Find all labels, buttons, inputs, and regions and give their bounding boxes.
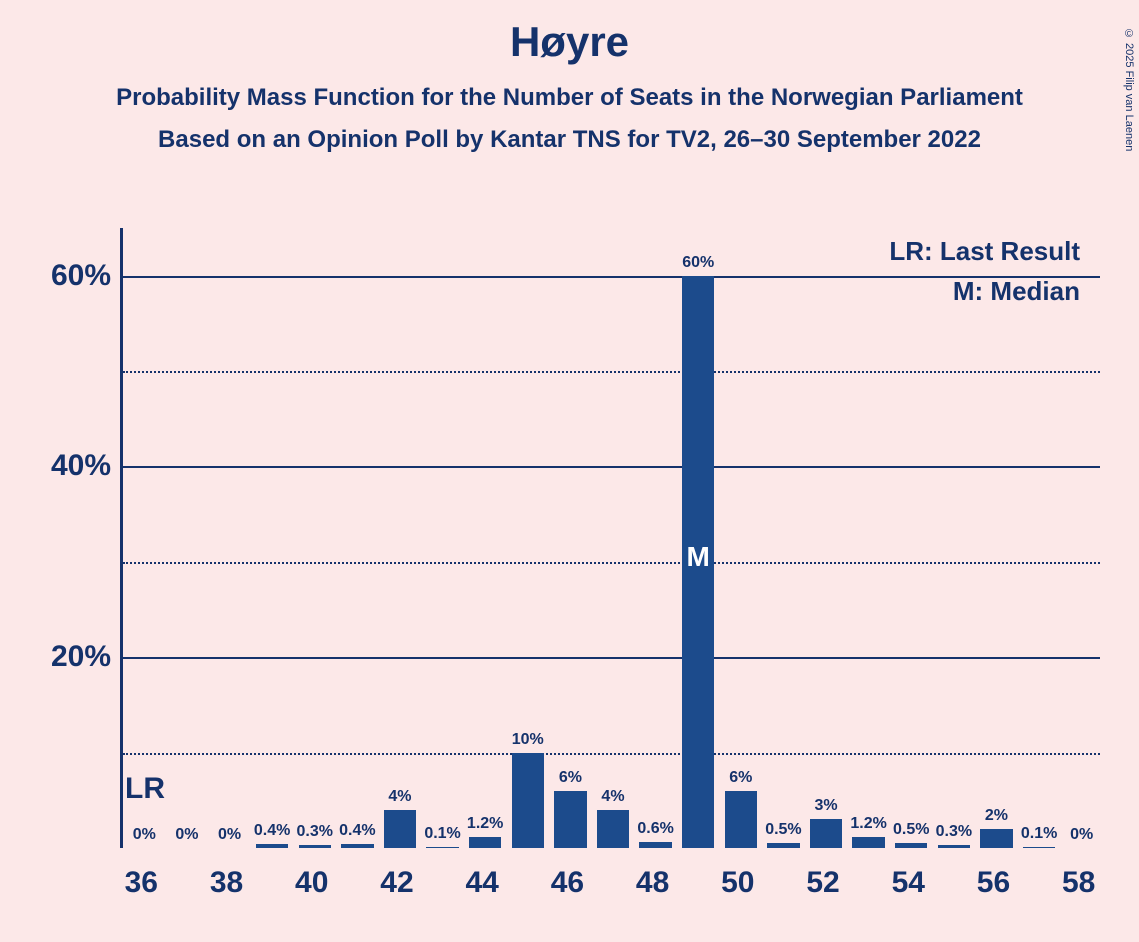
bar-slot: 4% <box>592 228 635 848</box>
bar <box>512 753 544 848</box>
bar-slot: 0% <box>1060 228 1103 848</box>
bar-value-label: 6% <box>559 769 582 787</box>
bar-value-label: 0% <box>133 826 156 844</box>
x-axis-tick: 48 <box>636 866 669 900</box>
bar-value-label: 0% <box>1070 826 1093 844</box>
bars-container: 0%0%0%0.4%0.3%0.4%4%0.1%1.2%10%6%4%0.6%6… <box>123 228 1100 848</box>
bar-value-label: 60% <box>682 254 714 272</box>
bar <box>810 819 842 848</box>
bar-value-label: 0.4% <box>339 822 375 840</box>
bar-slot: 0.1% <box>421 228 464 848</box>
bar-slot: 0% <box>123 228 166 848</box>
y-axis-label: 40% <box>51 449 111 483</box>
bar-value-label: 1.2% <box>850 815 886 833</box>
bar-value-label: 0% <box>175 826 198 844</box>
x-axis-tick: 42 <box>380 866 413 900</box>
bar <box>554 791 586 848</box>
bar-slot: 0% <box>166 228 209 848</box>
bar-slot: 6% <box>720 228 763 848</box>
bar-slot: 4% <box>379 228 422 848</box>
x-axis-tick: 50 <box>721 866 754 900</box>
bar-slot: 60% M <box>677 228 720 848</box>
bar-value-label: 0.6% <box>637 820 673 838</box>
median-marker: M <box>687 541 710 573</box>
x-axis-tick: 38 <box>210 866 243 900</box>
chart-title: Høyre <box>0 18 1139 66</box>
chart-subtitle-1: Probability Mass Function for the Number… <box>0 84 1139 112</box>
bar-slot: 0.6% <box>634 228 677 848</box>
bar-value-label: 0.5% <box>765 821 801 839</box>
plot-area: LR: Last Result M: Median 20%40%60% 0%0%… <box>120 228 1100 848</box>
bar-slot: 2% <box>975 228 1018 848</box>
y-axis-label: 60% <box>51 259 111 293</box>
x-axis-tick: 54 <box>892 866 925 900</box>
bar <box>725 791 757 848</box>
bar-value-label: 4% <box>601 788 624 806</box>
copyright-text: © 2025 Filip van Laenen <box>1123 28 1135 151</box>
x-axis: 36 38 40 42 44 46 48 50 52 54 56 58 <box>120 848 1100 908</box>
bar-value-label: 0% <box>218 826 241 844</box>
x-axis-tick: 56 <box>977 866 1010 900</box>
bar <box>384 810 416 848</box>
bar-slot: 0.5% <box>890 228 933 848</box>
bar <box>597 810 629 848</box>
x-axis-tick: 58 <box>1062 866 1095 900</box>
bar-value-label: 0.1% <box>424 825 460 843</box>
bar-slot: 0.4% <box>336 228 379 848</box>
y-axis-label: 20% <box>51 640 111 674</box>
bar-slot: 1.2% <box>464 228 507 848</box>
bar-slot: 0.3% <box>933 228 976 848</box>
bar-slot: 0.5% <box>762 228 805 848</box>
bar <box>469 837 501 848</box>
bar-value-label: 4% <box>388 788 411 806</box>
chart-subtitle-2: Based on an Opinion Poll by Kantar TNS f… <box>0 126 1139 154</box>
bar-value-label: 3% <box>814 797 837 815</box>
bar-value-label: 0.5% <box>893 821 929 839</box>
x-axis-tick: 36 <box>125 866 158 900</box>
bar-value-label: 10% <box>512 731 544 749</box>
bar-slot: 0.3% <box>293 228 336 848</box>
bar-slot: 1.2% <box>847 228 890 848</box>
bar-slot: 3% <box>805 228 848 848</box>
bar-value-label: 6% <box>729 769 752 787</box>
x-axis-tick: 40 <box>295 866 328 900</box>
bar-value-label: 0.4% <box>254 822 290 840</box>
bar-slot: 0.4% <box>251 228 294 848</box>
x-axis-tick: 46 <box>551 866 584 900</box>
bar-slot: 6% <box>549 228 592 848</box>
bar-slot: 10% <box>506 228 549 848</box>
bar-value-label: 2% <box>985 807 1008 825</box>
bar <box>980 829 1012 848</box>
bar-value-label: 0.3% <box>936 823 972 841</box>
x-axis-tick: 52 <box>806 866 839 900</box>
chart-area: LR: Last Result M: Median 20%40%60% 0%0%… <box>50 228 1110 908</box>
last-result-marker: LR <box>125 772 165 806</box>
bar-slot: 0.1% <box>1018 228 1061 848</box>
x-axis-tick: 44 <box>465 866 498 900</box>
bar-slot: 0% <box>208 228 251 848</box>
bar-value-label: 0.1% <box>1021 825 1057 843</box>
bar-value-label: 1.2% <box>467 815 503 833</box>
bar-value-label: 0.3% <box>296 823 332 841</box>
bar <box>852 837 884 848</box>
